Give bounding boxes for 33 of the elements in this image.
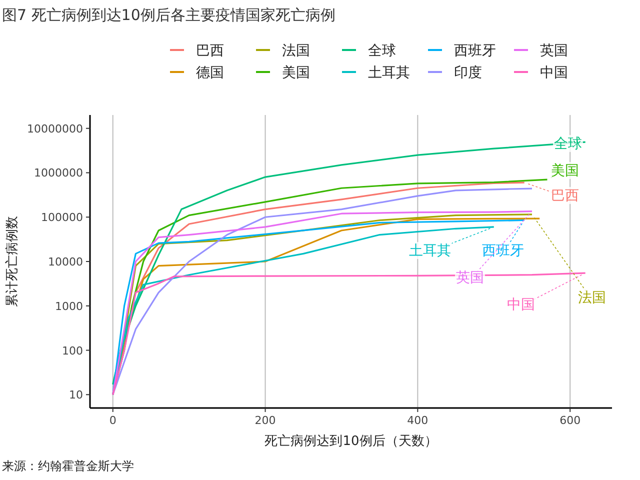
annotation: 法国 <box>578 290 606 306</box>
annotation: 中国 <box>507 297 535 313</box>
x-axis-title: 死亡病例达到10例后（天数） <box>264 433 438 449</box>
chart-title: 图7 死亡病例到达10例后各主要疫情国家死亡病例 <box>2 6 336 24</box>
y-tick-label: 1000 <box>55 300 83 313</box>
x-tick-label: 200 <box>254 414 276 427</box>
y-tick-label: 10000000 <box>27 122 83 136</box>
legend-label: 印度 <box>454 65 482 81</box>
x-tick-label: 600 <box>560 414 581 427</box>
y-tick-label: 10 <box>69 388 83 402</box>
legend-label: 巴西 <box>196 43 224 59</box>
legend-label: 土耳其 <box>368 65 410 81</box>
y-axis-title: 累计死亡病例数 <box>4 216 20 307</box>
y-tick-label: 1000000 <box>34 166 83 180</box>
legend-label: 西班牙 <box>454 43 496 59</box>
annotation: 美国 <box>551 163 579 179</box>
source-note: 来源：约翰霍普金斯大学 <box>2 459 134 473</box>
legend-label: 英国 <box>540 43 568 59</box>
y-tick-label: 100 <box>62 344 83 358</box>
legend-label: 美国 <box>282 65 310 81</box>
legend-label: 德国 <box>196 65 224 81</box>
legend-label: 全球 <box>368 43 396 59</box>
x-tick-label: 400 <box>407 414 428 427</box>
y-tick-label: 100000 <box>41 211 83 224</box>
legend-label: 中国 <box>540 65 568 81</box>
annotation: 巴西 <box>551 188 579 204</box>
annotation: 全球 <box>554 136 582 152</box>
annotation: 西班牙 <box>482 243 524 259</box>
legend-label: 法国 <box>282 43 310 59</box>
y-tick-label: 10000 <box>48 256 83 268</box>
x-tick-label: 0 <box>109 414 116 427</box>
annotation: 英国 <box>456 270 484 286</box>
annotation: 土耳其 <box>409 243 451 259</box>
